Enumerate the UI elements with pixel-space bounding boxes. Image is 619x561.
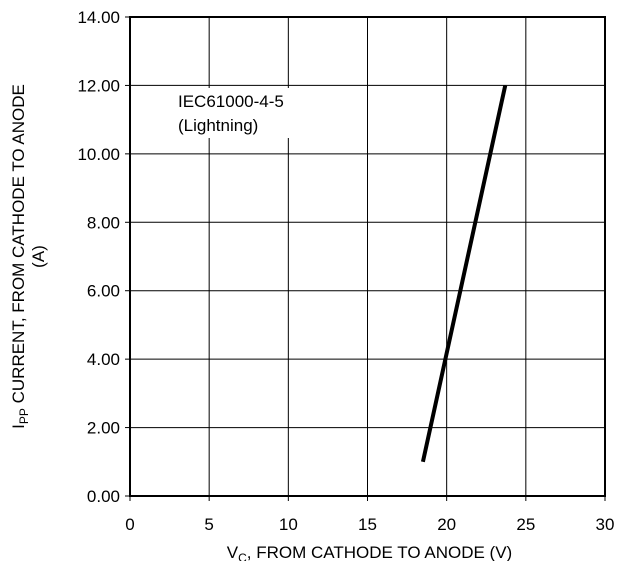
- x-tick-label: 5: [204, 515, 213, 534]
- y-tick-label: 12.00: [77, 76, 120, 95]
- x-tick-label: 30: [596, 515, 615, 534]
- y-tick-label: 10.00: [77, 145, 120, 164]
- y-axis-label: IPP CURRENT, FROM CATHODE TO ANODE: [9, 84, 31, 429]
- series-lines: [420, 85, 508, 463]
- x-tick-labels: 0 5 10 15 20 25 30: [125, 496, 614, 534]
- x-tick-label: 10: [279, 515, 298, 534]
- y-tick-label: 0.00: [87, 487, 120, 506]
- y-tick-label: 14.00: [77, 8, 120, 27]
- x-axis-label: VC, FROM CATHODE TO ANODE (V): [227, 543, 512, 561]
- annotation-line-1: IEC61000-4-5: [178, 92, 284, 111]
- y-tick-label: 8.00: [87, 213, 120, 232]
- y-axis-label-rest: CURRENT, FROM CATHODE TO ANODE: [9, 84, 28, 408]
- x-tick-label: 25: [516, 515, 535, 534]
- x-tick-label: 20: [437, 515, 456, 534]
- y-tick-labels: 0.00 2.00 4.00 6.00 8.00 10.00 12.00 14.00: [77, 8, 130, 506]
- x-axis-label-rest: , FROM CATHODE TO ANODE (V): [247, 543, 512, 561]
- y-axis-label-main: I: [9, 424, 28, 429]
- x-tick-label: 15: [358, 515, 377, 534]
- y-axis-label-sub: PP: [17, 408, 31, 424]
- y-axis-label-unit: (A): [29, 245, 48, 268]
- grid: [129, 16, 606, 497]
- x-axis-label-main: V: [227, 543, 239, 561]
- x-tick-label: 0: [125, 515, 134, 534]
- annotation-background: [172, 88, 300, 138]
- x-axis-label-sub: C: [238, 551, 247, 561]
- y-tick-label: 6.00: [87, 282, 120, 301]
- annotation-line-2: (Lightning): [178, 116, 258, 135]
- y-tick-label: 4.00: [87, 350, 120, 369]
- series-line: [420, 85, 508, 463]
- y-tick-label: 2.00: [87, 419, 120, 438]
